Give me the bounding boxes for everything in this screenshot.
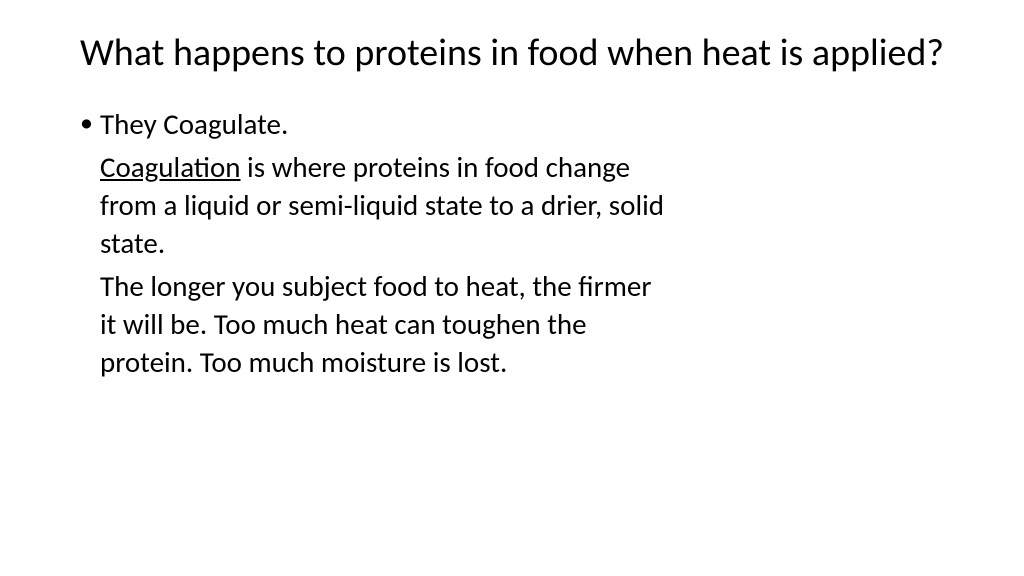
slide-container: What happens to proteins in food when he… <box>0 0 1024 417</box>
slide-content: They Coagulate. Coagulation is where pro… <box>80 106 944 382</box>
explanation-paragraph: The longer you subject food to heat, the… <box>100 268 944 381</box>
definition-term: Coagulation <box>100 149 241 185</box>
slide-title: What happens to proteins in food when he… <box>80 30 944 78</box>
definition-paragraph: Coagulation is where proteins in food ch… <box>100 149 944 262</box>
bullet-point: They Coagulate. <box>100 106 944 144</box>
